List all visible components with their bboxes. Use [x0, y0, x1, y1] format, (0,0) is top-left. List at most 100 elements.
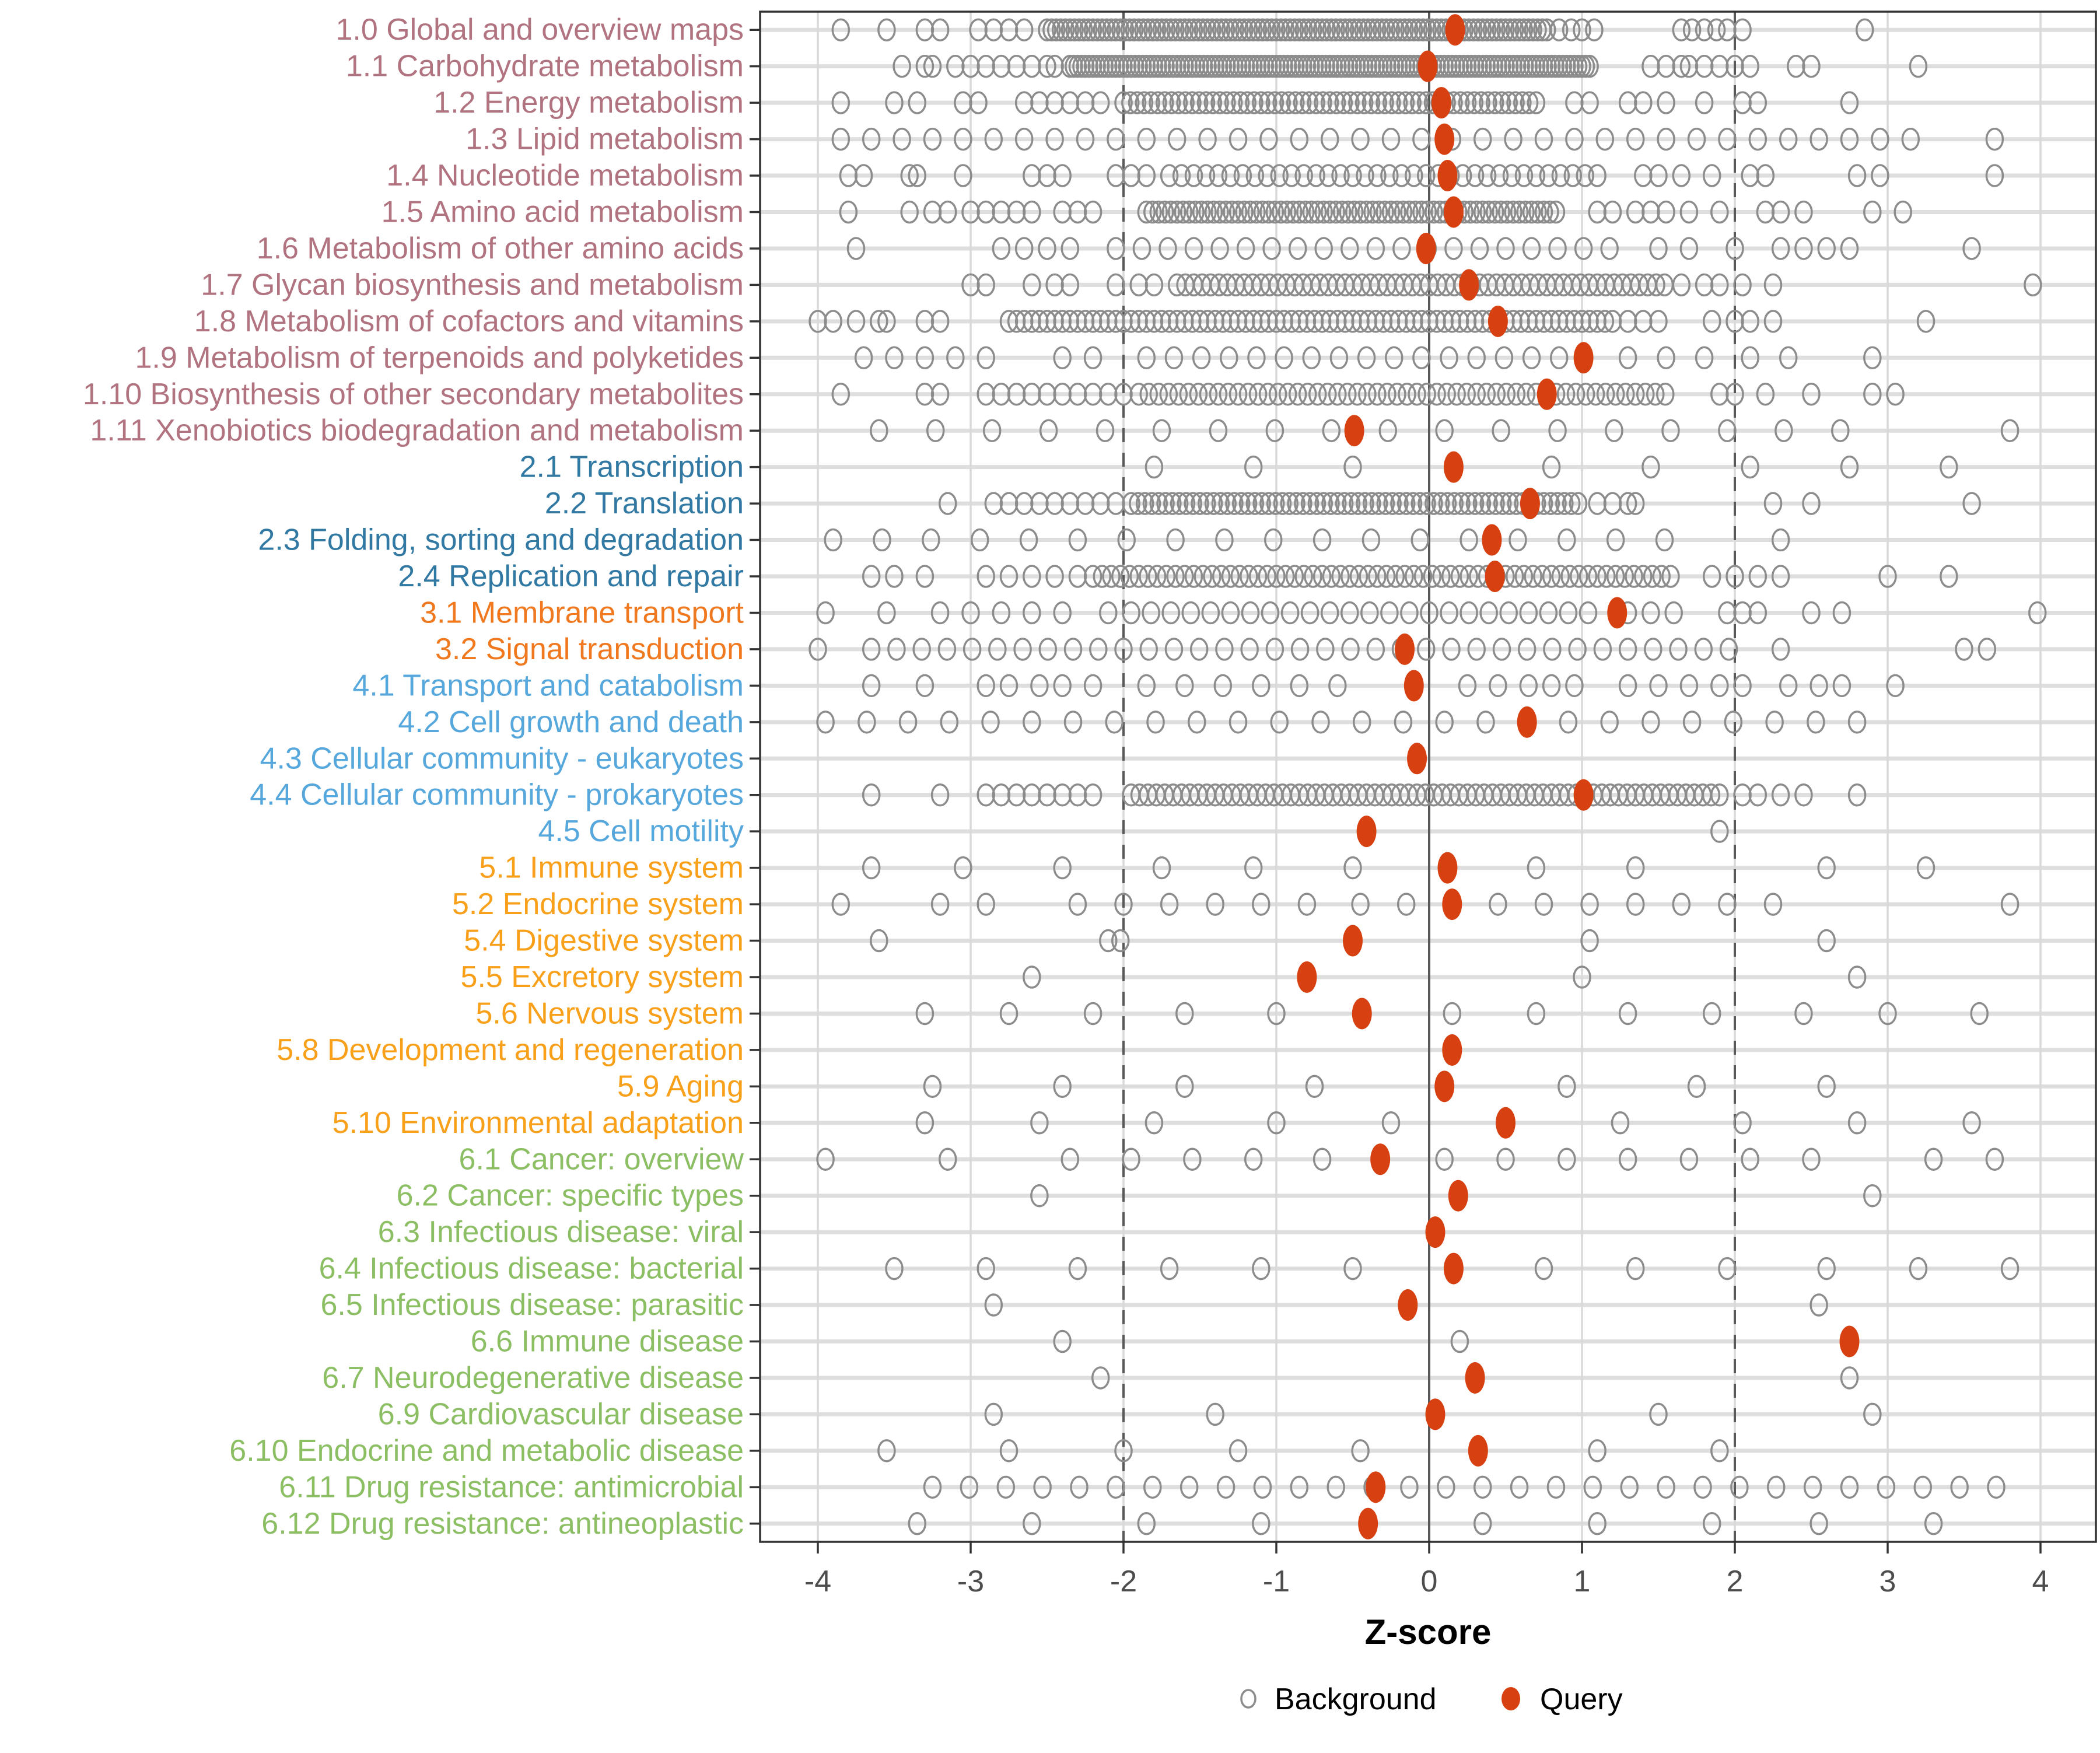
- background-point: [1605, 419, 1623, 442]
- background-point: [1203, 18, 1222, 41]
- background-point: [1672, 18, 1691, 41]
- x-tick-label: 2: [1727, 1565, 1744, 1598]
- background-point: [1152, 310, 1171, 333]
- background-point: [1687, 1075, 1706, 1098]
- background-point: [862, 638, 881, 661]
- background-point: [1626, 200, 1645, 224]
- background-point: [1139, 638, 1158, 661]
- background-point: [1580, 893, 1599, 916]
- background-point: [1363, 200, 1382, 224]
- background-point: [831, 91, 850, 114]
- background-point: [854, 164, 873, 187]
- background-point: [999, 310, 1019, 333]
- background-point: [1363, 18, 1382, 41]
- background-point: [1060, 91, 1080, 114]
- background-point: [1563, 164, 1583, 187]
- background-point: [1359, 18, 1377, 41]
- background-point: [930, 310, 950, 333]
- background-point: [1803, 1475, 1822, 1499]
- background-point: [1467, 346, 1486, 370]
- background-point: [1542, 455, 1561, 479]
- query-point: [1366, 1471, 1386, 1503]
- background-point: [1492, 18, 1510, 41]
- background-point: [862, 127, 881, 151]
- background-point: [1756, 200, 1775, 224]
- y-axis-label: 2.4 Replication and repair: [398, 559, 744, 593]
- background-point: [1212, 18, 1231, 41]
- background-point: [1573, 18, 1591, 41]
- background-point: [1169, 91, 1188, 114]
- background-point: [1374, 310, 1393, 333]
- background-point: [1354, 91, 1374, 114]
- background-point: [1707, 18, 1726, 41]
- background-point: [1220, 346, 1238, 370]
- background-point: [1476, 711, 1495, 734]
- background-point: [824, 528, 842, 552]
- y-axis-label: 5.5 Excretory system: [461, 960, 744, 994]
- query-point: [1443, 451, 1464, 483]
- background-point: [1847, 164, 1867, 187]
- background-point: [1499, 91, 1518, 114]
- background-point: [977, 565, 995, 588]
- background-point: [961, 54, 980, 78]
- background-point: [1840, 1475, 1859, 1499]
- background-point: [1733, 273, 1752, 297]
- background-point: [1642, 455, 1660, 479]
- background-point: [1565, 674, 1584, 698]
- background-point: [1970, 1002, 1989, 1026]
- background-point: [1618, 1002, 1637, 1026]
- background-point: [1225, 492, 1244, 515]
- background-point: [1693, 1475, 1712, 1499]
- y-axis-label: 1.9 Metabolism of terpenoids and polyket…: [135, 341, 744, 375]
- background-point: [1362, 91, 1381, 114]
- background-point: [1280, 492, 1299, 515]
- background-point: [1533, 565, 1552, 588]
- background-point: [1175, 310, 1194, 333]
- y-axis-label: 6.11 Drug resistance: antimicrobial: [279, 1470, 744, 1504]
- background-point: [854, 346, 873, 370]
- background-point: [1409, 18, 1428, 41]
- background-point: [1099, 929, 1118, 953]
- background-point: [1045, 565, 1064, 588]
- x-tick-label: -3: [957, 1565, 984, 1598]
- background-point: [1221, 565, 1240, 588]
- background-point: [1294, 492, 1312, 515]
- background-point: [1642, 200, 1660, 224]
- background-point: [1427, 310, 1446, 333]
- background-point: [1394, 200, 1413, 224]
- background-point: [1496, 237, 1515, 260]
- background-point: [1718, 127, 1737, 151]
- background-point: [1169, 383, 1188, 406]
- background-point: [1247, 346, 1266, 370]
- background-point: [984, 1402, 1003, 1426]
- background-point: [1245, 91, 1264, 114]
- background-point: [1741, 310, 1759, 333]
- background-point: [877, 601, 896, 625]
- background-point: [1160, 893, 1179, 916]
- background-point: [1376, 91, 1394, 114]
- background-point: [1129, 18, 1148, 41]
- background-point: [831, 893, 850, 916]
- background-point: [1519, 310, 1538, 333]
- background-point: [1763, 273, 1783, 297]
- background-point: [1180, 18, 1199, 41]
- background-point: [1107, 1475, 1125, 1499]
- background-point: [1142, 601, 1160, 625]
- background-point: [1111, 565, 1130, 588]
- background-point: [1534, 200, 1553, 224]
- background-point: [1368, 565, 1387, 588]
- background-point: [1390, 492, 1409, 515]
- background-point: [1771, 528, 1790, 552]
- background-point: [1038, 383, 1056, 406]
- background-point: [1603, 492, 1622, 515]
- background-point: [1345, 18, 1364, 41]
- background-point: [1107, 310, 1125, 333]
- background-point: [1189, 638, 1209, 661]
- background-point: [1418, 200, 1437, 224]
- background-point: [1191, 310, 1209, 333]
- background-point: [1198, 492, 1216, 515]
- background-point: [1149, 200, 1168, 224]
- background-point: [1756, 164, 1775, 187]
- background-point: [1091, 492, 1110, 515]
